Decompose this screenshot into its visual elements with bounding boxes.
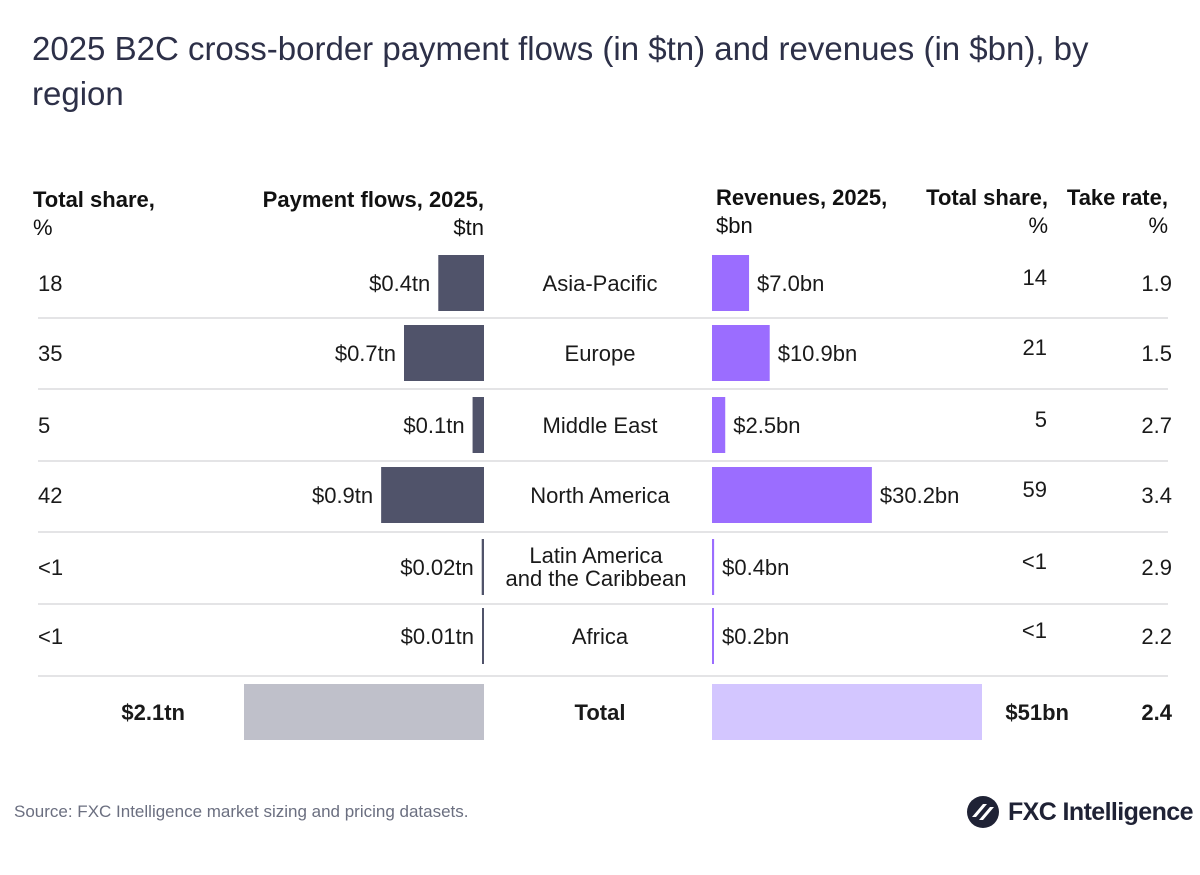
category-label: Africa (572, 624, 629, 649)
revenues-share-value: 14 (1023, 265, 1047, 290)
revenues-bar (712, 255, 749, 311)
logo-text: FXC Intelligence (1008, 798, 1193, 827)
revenues-value-label: $0.4bn (722, 555, 789, 580)
fxc-logo-icon (966, 795, 1000, 829)
flows-value-label: $0.01tn (401, 624, 474, 649)
flows-value-label: $0.9tn (312, 483, 373, 508)
total-label: Total (575, 700, 626, 725)
flows-value-label: $0.4tn (369, 271, 430, 296)
category-label: and the Caribbean (505, 566, 686, 591)
flows-share-value: 35 (38, 341, 62, 366)
flows-bar (482, 539, 484, 595)
revenues-share-value: <1 (1022, 549, 1047, 574)
take-rate-value: 1.5 (1141, 341, 1172, 366)
category-label: Europe (565, 341, 636, 366)
revenues-share-value: <1 (1022, 618, 1047, 643)
take-rate-value: 1.9 (1141, 271, 1172, 296)
flows-share-value: 5 (38, 413, 50, 438)
brand-logo: FXC Intelligence (966, 794, 1193, 830)
total-take-rate: 2.4 (1141, 700, 1172, 725)
total-flows-label: $2.1tn (121, 700, 185, 725)
total-revenues-label: $51bn (1005, 700, 1069, 725)
flows-share-value: 18 (38, 271, 62, 296)
revenues-value-label: $30.2bn (880, 483, 960, 508)
revenues-value-label: $10.9bn (778, 341, 858, 366)
take-rate-value: 2.9 (1141, 555, 1172, 580)
revenues-bar (712, 467, 872, 523)
revenues-bar (712, 608, 714, 664)
revenues-value-label: $0.2bn (722, 624, 789, 649)
revenues-share-value: 5 (1035, 407, 1047, 432)
revenues-bar (712, 539, 714, 595)
source-note: Source: FXC Intelligence market sizing a… (14, 802, 469, 822)
flows-value-label: $0.7tn (335, 341, 396, 366)
take-rate-value: 2.2 (1141, 624, 1172, 649)
revenues-share-value: 59 (1023, 477, 1047, 502)
revenues-bar (712, 325, 770, 381)
revenues-bar (712, 397, 725, 453)
flows-bar (381, 467, 484, 523)
flows-value-label: $0.02tn (400, 555, 473, 580)
take-rate-value: 2.7 (1141, 413, 1172, 438)
flows-bar (438, 255, 484, 311)
flows-share-value: <1 (38, 555, 63, 580)
category-label: North America (530, 483, 670, 508)
flows-value-label: $0.1tn (403, 413, 464, 438)
category-label: Latin America (529, 543, 663, 568)
take-rate-value: 3.4 (1141, 483, 1172, 508)
total-revenues-bar (712, 684, 982, 740)
flows-bar (473, 397, 484, 453)
flows-share-value: 42 (38, 483, 62, 508)
flows-share-value: <1 (38, 624, 63, 649)
revenues-value-label: $7.0bn (757, 271, 824, 296)
total-flows-bar (244, 684, 484, 740)
flows-bar (404, 325, 484, 381)
category-label: Middle East (543, 413, 658, 438)
revenues-share-value: 21 (1023, 335, 1047, 360)
category-label: Asia-Pacific (543, 271, 658, 296)
flows-bar (482, 608, 484, 664)
revenues-value-label: $2.5bn (733, 413, 800, 438)
